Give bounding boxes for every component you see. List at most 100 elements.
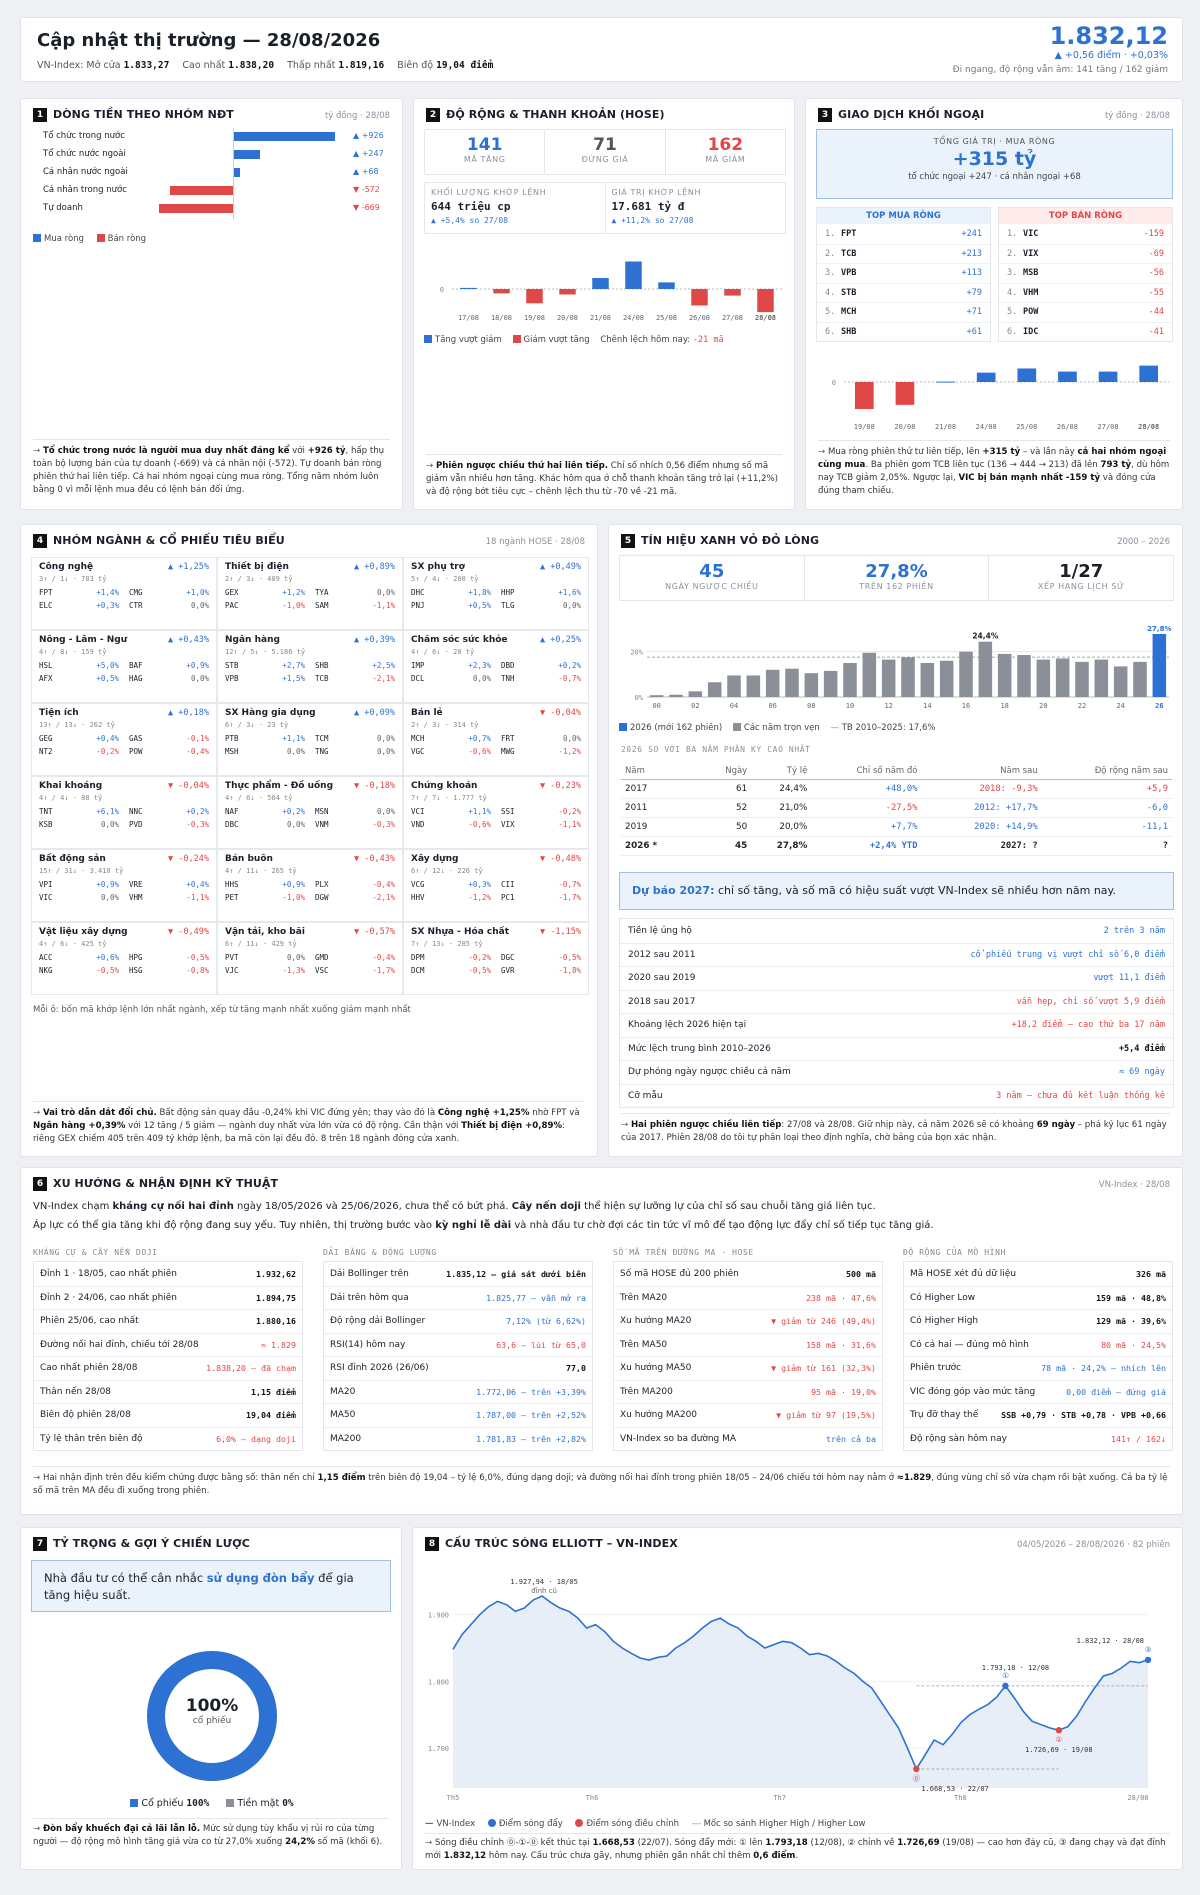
legend-stock: Cổ phiếu (141, 1798, 184, 1809)
sector-breadth: 4↑ / 6↓ · 425 tỷ (39, 940, 107, 948)
stock-cell: GAS -0,1% (129, 734, 209, 743)
sector-change: ▲ +0,89% (354, 562, 395, 572)
history-bar (746, 675, 761, 697)
rank-row: 2. TCB +213 (817, 243, 990, 264)
foot-text: (19/08) — cao hơn đáy cũ, ③ đang chạy và… (425, 1838, 1166, 1861)
donut-value: 100% (185, 1696, 239, 1716)
sector-card: Ngân hàng ▲ +0,39% 12↑ / 5↓ · 5.186 tỷ STB +… (217, 630, 403, 703)
evidence-value: +5,4 điểm (1118, 1043, 1165, 1054)
sector-grid: Công nghệ ▲ +1,25% 3↑ / 1↓ · 783 tỷ FPT +1,4… (31, 557, 589, 997)
panel-elliott: 8 CẤU TRÚC SÓNG ELLIOTT – VN-INDEX 04/05/… (412, 1527, 1183, 1870)
foot-bold: 24,2% (285, 1836, 315, 1847)
intro-text: VN-Index chạm (33, 1201, 113, 1212)
foot-bold: ≈1.829 (896, 1473, 932, 1483)
evidence-row: 2012 sau 2011 cổ phiếu trung vị vượt chỉ … (620, 942, 1173, 967)
panel-footnote: → Hai phiên ngược chiều liên tiếp: 27/08… (621, 1120, 1167, 1143)
net-value: -69 (1148, 248, 1164, 259)
evidence-row: Dự phóng ngày ngược chiều cả năm ≈ 69 ngà… (620, 1060, 1173, 1084)
breadth-bar (592, 278, 609, 289)
x-tick-label: 14 (923, 702, 931, 710)
rank-number: 4. (825, 287, 836, 298)
kv-label: Xu hướng MA200 (620, 1410, 698, 1421)
kv-value: 1.825,77 — vẫn mở ra (486, 1292, 586, 1303)
table-header-cell: Độ rộng năm sau (1041, 763, 1172, 780)
forecast-text: chỉ số tăng, và số mã có hiệu suất vượt … (714, 884, 1116, 897)
stock-change: -1,1% (372, 601, 395, 610)
ticker: POW (1023, 307, 1039, 318)
stock-cell: HPG -0,5% (129, 953, 209, 962)
x-tick-label: Th8 (954, 1794, 967, 1802)
legend-correction-swatch (575, 1819, 584, 1827)
kv-value: 1.932,62 (256, 1268, 296, 1279)
kv-value: 1.781,83 — trên +2,82% (476, 1433, 586, 1444)
history-bar (920, 663, 935, 697)
sector-card: SX Hàng gia dụng ▲ +0,09% 6↑ / 3↓ · 23 tỷ P… (217, 703, 403, 776)
kv-label: Dải Bollinger trên (330, 1268, 409, 1279)
stock-cell: HHP +1,6% (501, 588, 581, 597)
table-header-row: Năm Ngày Tỷ lệ Chỉ số năm đó Năm sau Độ rộng … (621, 763, 1172, 780)
kv-label: MA50 (330, 1410, 356, 1421)
table-cell: 20,0% (751, 817, 812, 837)
stock-cell: DCL 0,0% (411, 674, 491, 683)
sector-breadth: 6↑ / 11↓ · 429 tỷ (225, 940, 297, 948)
foot-bold: Vai trò dẫn dắt đổi chủ. (42, 1108, 157, 1118)
kv-label: Có Higher High (910, 1316, 979, 1327)
history-legend: 2026 (mới 162 phiên) Các năm trọn vẹn — … (619, 723, 936, 733)
sector-card: Thực phẩm - Đồ uống ▼ -0,18% 4↑ / 6↓ · 504… (217, 776, 403, 849)
foreign-bar (1058, 371, 1077, 382)
stock-ticker: VND (411, 820, 425, 829)
kv-label: Độ rộng sàn hôm nay (910, 1433, 1007, 1444)
kv-row: Trên MA50 158 mã · 31,6% (614, 1332, 882, 1357)
ticker: TCB (841, 248, 857, 259)
x-tick-label: 27/08 (722, 314, 743, 322)
rank-number: 2. (825, 248, 836, 259)
stock-ticker: MWG (501, 747, 515, 756)
kv-value: 129 mã · 39,6% (1096, 1316, 1166, 1327)
volume-label: KHỐI LƯỢNG KHỚP LỆNH (431, 188, 547, 197)
kv-row: Dải trên hôm qua 1.825,77 — vẫn mở ra (324, 1285, 592, 1310)
elliott-legend: — VN-Index Điểm sóng đẩy Điểm sóng điều … (425, 1819, 865, 1829)
stock-ticker: VRE (129, 880, 143, 889)
stock-cell: FRT 0,0% (501, 734, 581, 743)
technical-column: DẢI BĂNG & ĐỘNG LƯỢNG Dải Bollinger trên 1… (323, 1248, 593, 1453)
flow-legend: Mua ròng Bán ròng (33, 234, 146, 244)
sector-breadth: 2↑ / 3↓ · 409 tỷ (225, 575, 293, 583)
stock-ticker: HPG (129, 953, 143, 962)
kv-label: Tỷ lệ thân trên biên độ (40, 1433, 143, 1444)
panel-footnote: → Vai trò dẫn dắt đổi chủ. Bất động sản … (33, 1108, 580, 1144)
kpi-unchanged: 71 ĐỨNG GIÁ (545, 130, 666, 174)
sector-change: ▼ -0,04% (168, 781, 209, 791)
sector-stocks: FPT +1,4% CMG +1,0% ELC +0,3% CTR 0,0% (39, 588, 209, 610)
kv-label: RSI đỉnh 2026 (26/06) (330, 1363, 429, 1374)
kv-label: MA20 (330, 1386, 356, 1397)
sector-change: ▲ +0,49% (540, 562, 581, 572)
x-tick-label: 26/08 (1057, 423, 1078, 431)
history-bar (997, 653, 1012, 697)
y-tick-label: 1.700 (428, 1745, 449, 1753)
stock-change: -1,7% (558, 893, 581, 902)
foot-text: Bất động sản quay đầu -0,24% khi VIC đứn… (156, 1108, 438, 1118)
kv-label: Đỉnh 1 · 18/05, cao nhất phiên (40, 1268, 178, 1279)
kv-label: Có Higher Low (910, 1292, 976, 1303)
liquidity-box: KHỐI LƯỢNG KHỚP LỆNH 644 triệu cp ▲ +5,4% … (424, 182, 786, 234)
index-line (452, 1595, 1149, 1771)
sector-change: ▲ +1,25% (168, 562, 209, 572)
history-bar (939, 660, 954, 697)
kv-label: Cao nhất phiên 28/08 (40, 1363, 138, 1374)
allocation-donut (147, 1651, 277, 1781)
wave-label: 1.726,69 · 19/08 (1025, 1746, 1092, 1754)
stock-cell: HSL +5,0% (39, 661, 119, 670)
stock-cell: VNM -0,3% (315, 820, 395, 829)
stock-change: -1,1% (558, 820, 581, 829)
index-label: VN-Index: (37, 60, 84, 71)
panel-technical: 6 XU HƯỚNG & NHẬN ĐỊNH KỸ THUẬT VN-Index … (20, 1167, 1183, 1515)
history-bar (862, 652, 877, 697)
ticker: VHM (1023, 287, 1039, 298)
stock-change: -0,7% (558, 674, 581, 683)
stock-cell: MSN 0,0% (315, 807, 395, 816)
technical-column: SỐ MÃ TRÊN ĐƯỜNG MA · HOSE Số mã HOSE đủ … (613, 1248, 883, 1453)
x-tick-label: 26 (1155, 702, 1163, 710)
stock-ticker: GEX (225, 588, 239, 597)
technical-column: ĐỘ RỘNG CỦA MÔ HÌNH Mã HOSE xét đủ dữ liệ… (903, 1248, 1173, 1453)
stock-cell: DGC -0,5% (501, 953, 581, 962)
